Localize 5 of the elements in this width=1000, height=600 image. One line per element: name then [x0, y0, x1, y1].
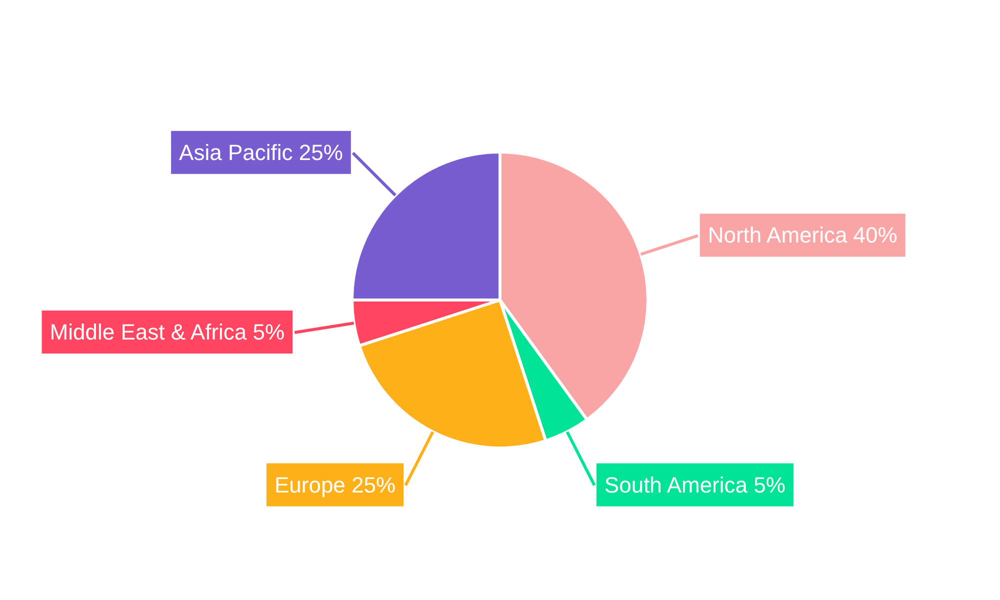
- slice-label: Asia Pacific 25%: [179, 140, 343, 165]
- slice-label: Middle East & Africa 5%: [50, 320, 285, 345]
- slice-label: Europe 25%: [274, 472, 396, 498]
- slice-label: North America 40%: [708, 222, 898, 248]
- slice-label: South America 5%: [604, 472, 786, 498]
